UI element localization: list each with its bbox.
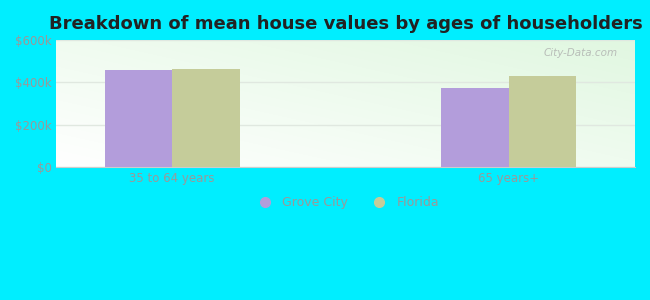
Title: Breakdown of mean house values by ages of householders: Breakdown of mean house values by ages o… [49,15,643,33]
Legend: Grove City, Florida: Grove City, Florida [247,191,445,214]
Bar [105,70,172,167]
Bar [172,69,239,167]
Bar [509,76,576,167]
Bar [441,88,509,167]
Text: City-Data.com: City-Data.com [543,48,618,58]
